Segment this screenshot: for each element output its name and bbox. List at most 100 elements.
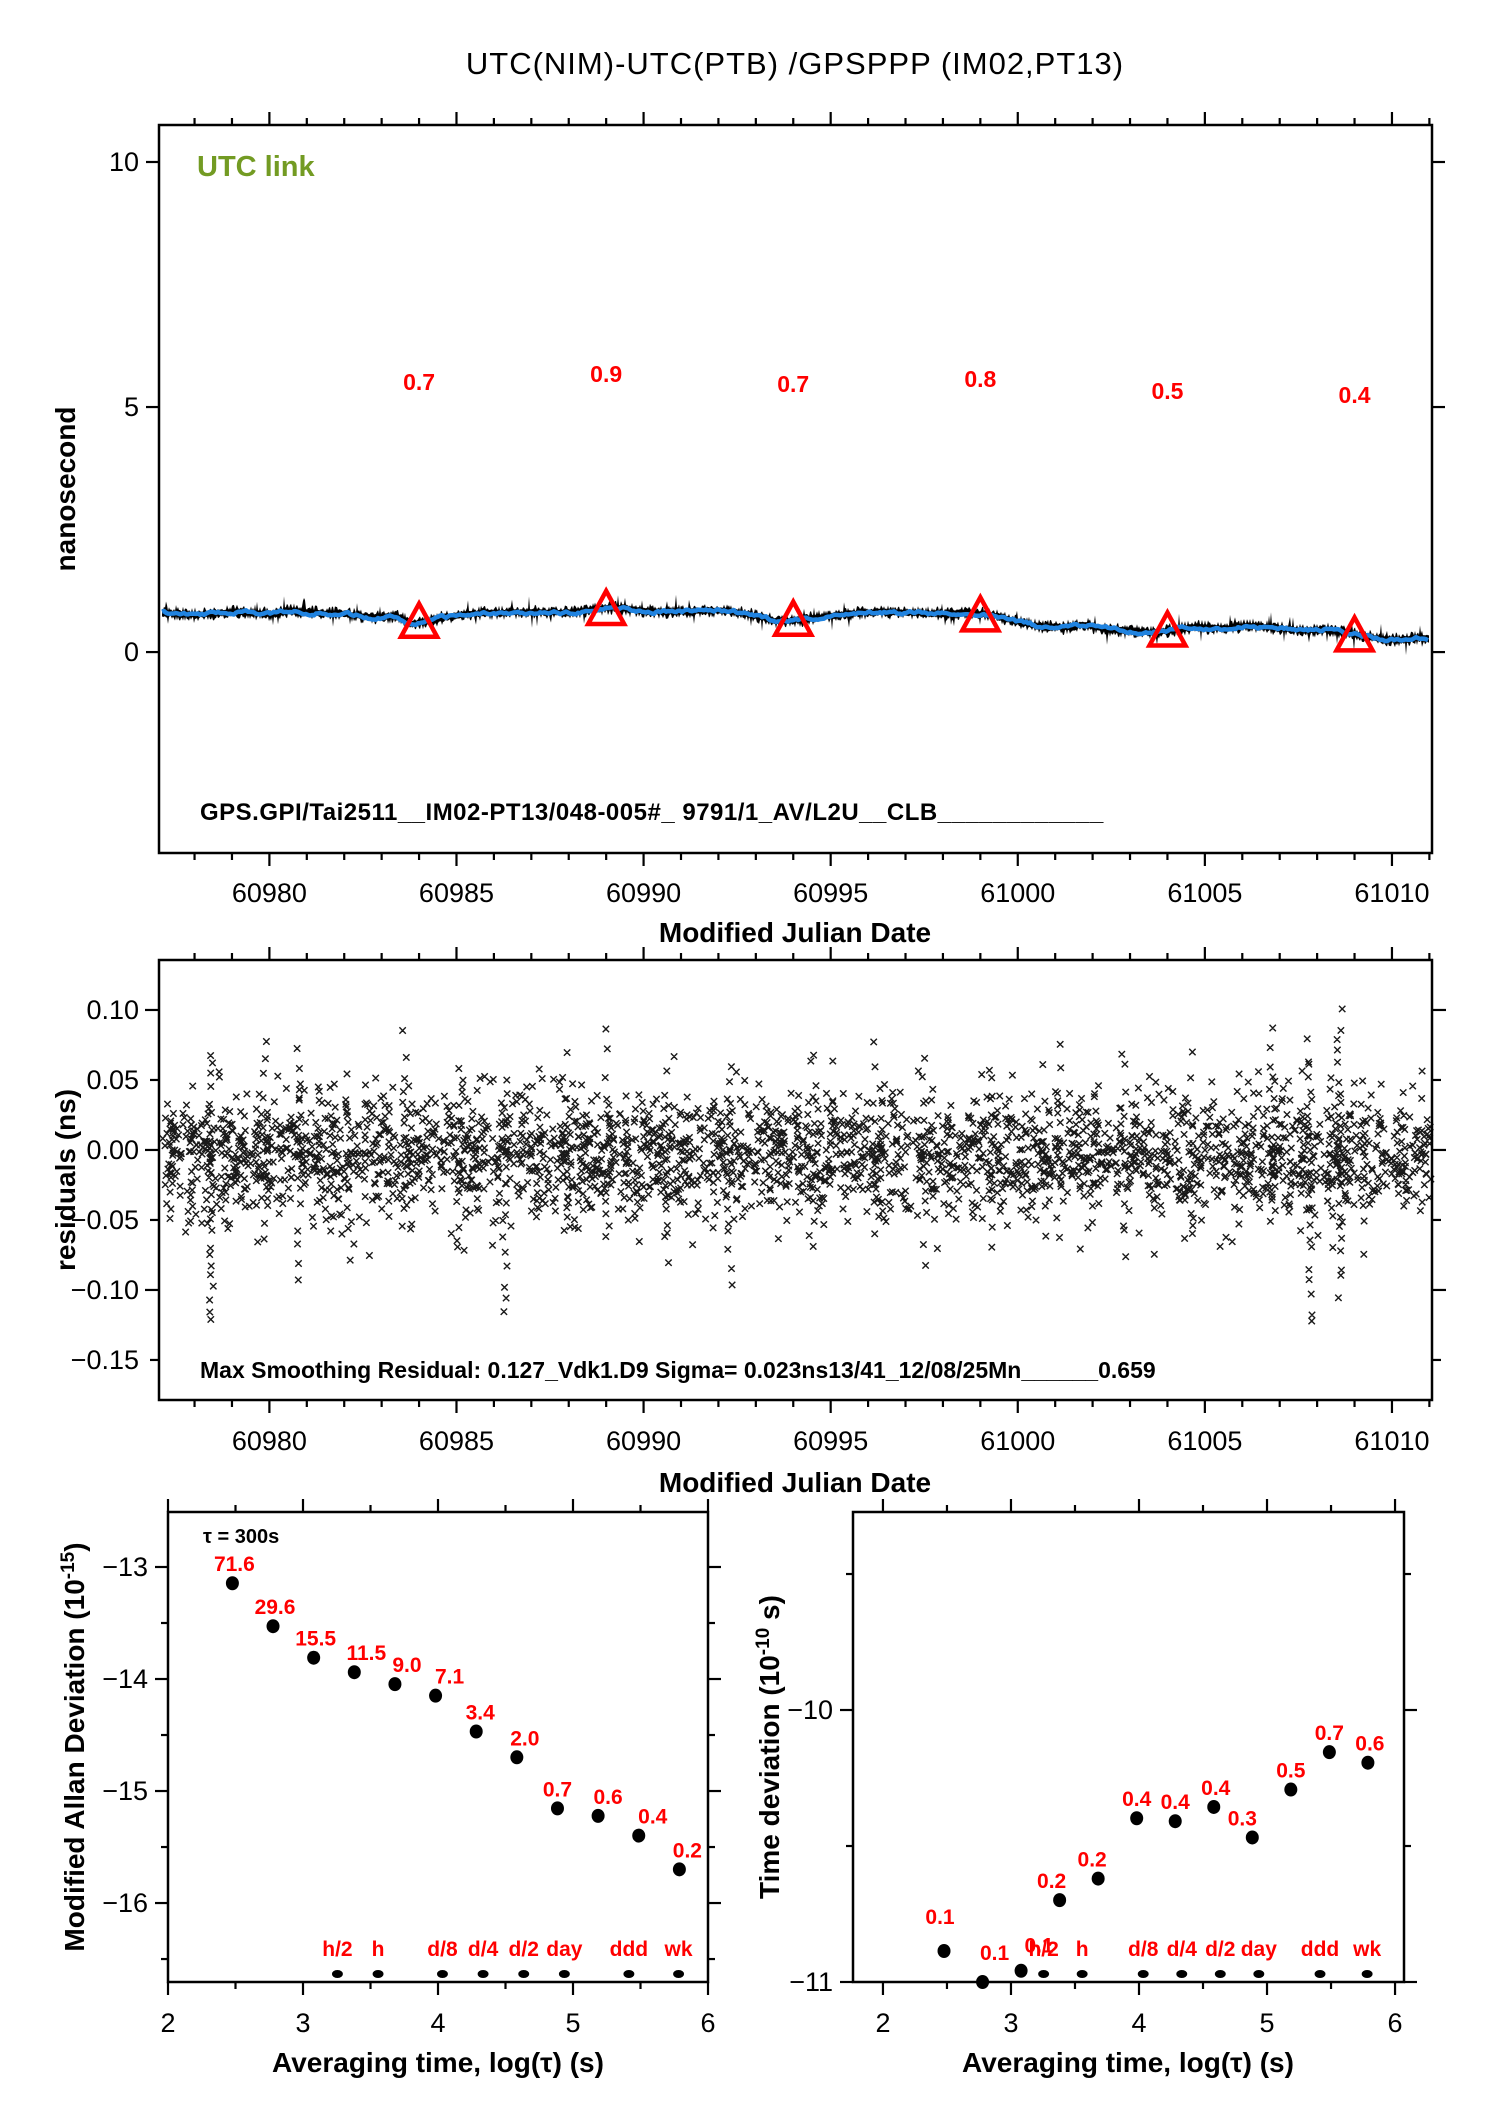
average-value-label: 0.9 [590, 361, 622, 387]
mdev-point [429, 1688, 443, 1703]
time-mark-dot [1038, 1970, 1050, 1978]
mdev-point [266, 1619, 280, 1634]
mdev-value-label: 2.0 [510, 1727, 539, 1750]
mdev-point [672, 1862, 686, 1877]
middle-x-axis-title: Modified Julian Date [659, 1467, 931, 1498]
time-mark-label: h/2 [1028, 1938, 1058, 1961]
tdev-value-label: 0.4 [1201, 1777, 1231, 1800]
average-triangle-marker [397, 599, 441, 639]
top-trace-noise-band [162, 594, 1429, 656]
y-tick-label: −0.15 [71, 1345, 139, 1375]
average-triangle-marker [771, 597, 816, 637]
tdev-y-axis-title: Time deviation (10-10 s) [753, 1595, 785, 1899]
time-mark-dot [477, 1970, 489, 1978]
time-mark-label: day [1241, 1938, 1278, 1961]
mdev-point [510, 1750, 524, 1765]
time-mark-label: day [546, 1938, 583, 1961]
x-tick-label: 61000 [980, 878, 1055, 908]
x-tick-label: 60985 [419, 1426, 494, 1456]
mdev-time-marks: h/2 h d/8 d/4 d/2 day ddd wk [322, 1938, 693, 1978]
tdev-point [976, 1975, 990, 1989]
mdev-point [388, 1677, 402, 1692]
middle-y-axis-title: residuals (ns) [50, 1089, 81, 1271]
x-tick-label: 3 [295, 2008, 310, 2038]
tdev-point [1322, 1745, 1336, 1760]
mdev-point [225, 1576, 239, 1591]
mdev-y-axis-title: Modified Allan Deviation (10-15) [58, 1542, 90, 1951]
tdev-x-axis-title: Averaging time, log(τ) (s) [962, 2047, 1294, 2078]
tdev-value-label: 0.6 [1355, 1733, 1384, 1756]
y-tick-label: 0.05 [86, 1065, 139, 1095]
mdev-value-label: 71.6 [214, 1553, 255, 1576]
x-tick-label: 2 [160, 2008, 175, 2038]
time-mark-dot [558, 1970, 570, 1978]
tdev-point [1053, 1893, 1067, 1908]
y-tick-label: −16 [102, 1888, 148, 1918]
x-tick-label: 6 [700, 2008, 715, 2038]
utc-link-label: UTC link [197, 151, 315, 183]
y-tick-label: 0 [124, 637, 139, 667]
tdev-time-marks: h/2 h d/8 d/4 d/2 day ddd wk [1028, 1938, 1381, 1978]
mdev-value-label: 0.4 [638, 1806, 668, 1829]
mdev-value-label: 0.7 [543, 1778, 572, 1801]
tdev-point [1130, 1811, 1144, 1826]
tdev-value-label: 0.2 [1078, 1849, 1107, 1872]
time-mark-label: d/4 [1167, 1938, 1198, 1961]
top-smoothed-line [161, 605, 1430, 644]
tdev-point [1361, 1755, 1375, 1770]
average-value-label: 0.4 [1339, 382, 1371, 408]
tau-annotation: τ = 300s [203, 1526, 279, 1548]
time-mark-dot [331, 1970, 343, 1978]
x-tick-label: 60985 [419, 878, 494, 908]
x-tick-label: 60995 [793, 878, 868, 908]
y-tick-label: −14 [102, 1664, 148, 1694]
time-mark-dot [1361, 1970, 1373, 1978]
tdev-value-label: 0.7 [1315, 1722, 1344, 1745]
time-mark-dot [1176, 1970, 1188, 1978]
time-mark-label: d/2 [509, 1938, 539, 1961]
tdev-point [1091, 1871, 1105, 1886]
time-mark-dot [623, 1970, 635, 1978]
generated-chart-layers: 60980 60985 60990 60995 61000 61005 61010 0 5 10 0… [71, 112, 1446, 2038]
residual-scatter [159, 1005, 1435, 1325]
mdev-point [632, 1828, 646, 1843]
mdev-value-label: 0.2 [673, 1839, 702, 1862]
average-value-label: 0.5 [1151, 378, 1183, 404]
time-mark-label: wk [1352, 1938, 1381, 1961]
mdev-x-axis-title: Averaging time, log(τ) (s) [272, 2047, 604, 2078]
y-tick-label: 10 [109, 147, 139, 177]
x-tick-label: 60995 [793, 1426, 868, 1456]
tdev-value-label: 0.3 [1228, 1807, 1257, 1830]
time-mark-dot [1214, 1970, 1226, 1978]
tdev-value-label: 0.4 [1161, 1791, 1191, 1814]
mdev-value-label: 3.4 [466, 1701, 496, 1724]
middle-panel-axes: 60980 60985 60990 60995 61000 61005 61010 0.10 0… [71, 947, 1446, 1456]
time-mark-label: h [372, 1938, 385, 1961]
x-tick-label: 4 [1131, 2008, 1146, 2038]
time-mark-dot [1076, 1970, 1088, 1978]
mdev-point [469, 1724, 483, 1739]
x-tick-label: 60990 [606, 1426, 681, 1456]
y-tick-label: −11 [789, 1967, 833, 1997]
tdev-point [1207, 1799, 1221, 1814]
mdev-axes: 2 3 4 5 6 −13 −14 −15 −16 [102, 1499, 721, 2038]
average-triangle-marker [1145, 607, 1190, 648]
y-tick-label: −0.10 [71, 1275, 139, 1305]
y-tick-label: 0.00 [86, 1135, 139, 1165]
average-triangle-marker [584, 586, 628, 627]
average-triangle-marker [958, 592, 1003, 633]
x-tick-label: 5 [565, 2008, 580, 2038]
mdev-points: 71.629.6 15.5 11.5 9.0 7.13.4 2.0 0.7 0.6 0.40.2 [214, 1553, 702, 1877]
time-mark-label: d/2 [1205, 1938, 1235, 1961]
mdev-point [591, 1808, 605, 1823]
average-marker-triangles: 0.7 0.9 0.7 0.8 0.5 0.4 [397, 361, 1377, 653]
tdev-value-label: 0.5 [1276, 1760, 1306, 1783]
tdev-value-label: 0.1 [1024, 1935, 1054, 1958]
x-tick-label: 61005 [1167, 878, 1242, 908]
time-mark-dot [436, 1970, 448, 1978]
tdev-value-label: 0.1 [925, 1906, 955, 1929]
average-value-label: 0.7 [777, 371, 809, 397]
mdev-value-label: 11.5 [346, 1642, 386, 1665]
